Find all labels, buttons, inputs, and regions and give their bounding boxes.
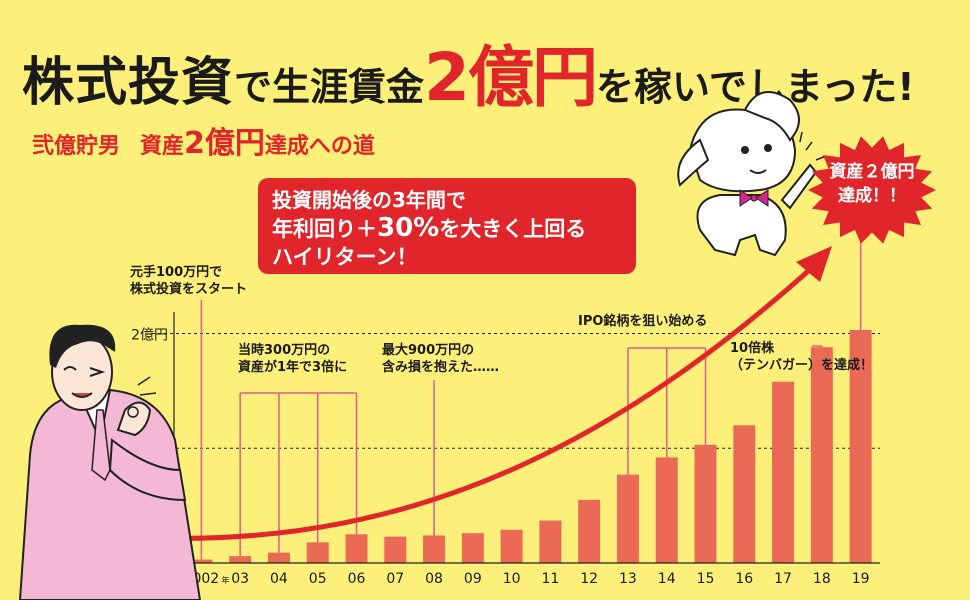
burst-line1: 資産２億円 [829, 162, 915, 182]
note-start-line1: 元手100万円で [130, 265, 223, 280]
note-ipo: IPO銘柄を狙い始める [578, 313, 707, 330]
y-tick-label: 2億円 [131, 327, 168, 343]
x-tick-label: 12 [580, 571, 598, 587]
x-tick-label: 15 [697, 571, 715, 587]
bar [616, 474, 639, 563]
bar [306, 542, 329, 563]
x-tick-suffix: 年 [221, 575, 229, 585]
note-tenbagger-line1: 10倍株 [730, 341, 775, 356]
callout-line2c: を大きく上回る [439, 217, 587, 241]
bar [539, 520, 562, 563]
bar [578, 499, 601, 563]
axis-layer: 01億円2億円2002年0304050607080910111213141516… [131, 312, 880, 587]
x-tick-label: 17 [774, 571, 792, 587]
bar [772, 381, 795, 563]
note-loss-line1: 最大900万円の [382, 343, 475, 358]
annotation-brackets [200, 215, 862, 560]
subtitle-part3: 達成への道 [264, 134, 375, 159]
x-tick-label: 18 [813, 571, 831, 587]
bar [655, 457, 678, 563]
note-triple: 当時300万円の 資産が1年で3倍に [238, 342, 347, 376]
x-tick-label: 05 [309, 571, 327, 587]
bar [849, 330, 872, 563]
bar [810, 347, 833, 563]
x-tick-label: 14 [658, 571, 676, 587]
bar-layer [190, 330, 872, 563]
grid-layer [152, 332, 880, 449]
bar [190, 559, 213, 563]
note-loss: 最大900万円の 含み損を抱えた…… [382, 342, 499, 376]
callout-percent: 30% [377, 213, 440, 243]
bar [345, 534, 368, 563]
bar [694, 444, 717, 563]
subtitle-part1: 資産 [140, 134, 185, 159]
x-tick-label: 10 [503, 571, 521, 587]
bar [733, 425, 756, 563]
subtitle: 弐億貯男 資産2億円達成への道 [32, 118, 375, 162]
x-tick-label: 08 [425, 571, 443, 587]
note-loss-line2: 含み損を抱えた…… [382, 360, 500, 375]
subtitle-name: 弐億貯男 [32, 134, 121, 159]
x-tick-label: 19 [852, 571, 870, 587]
high-return-callout: 投資開始後の3年間で 年利回り＋30%を大きく上回る ハイリターン！ [258, 178, 636, 274]
callout-line3: ハイリターン！ [272, 245, 418, 269]
note-triple-line1: 当時300万円の [238, 343, 331, 358]
investor-illustration [18, 324, 202, 600]
x-tick-label: 09 [464, 571, 482, 587]
x-tick-label: 04 [270, 571, 288, 587]
x-tick-label: 13 [619, 571, 637, 587]
trend-curve [157, 263, 817, 541]
trend-layer [157, 246, 832, 541]
trend-arrowhead [796, 246, 832, 282]
callout-line2: 年利回り＋30%を大きく上回る [272, 214, 622, 243]
note-start: 元手100万円で 株式投資をスタート [130, 264, 247, 298]
note-tenbagger-line2: （テンバガー）を達成！ [730, 358, 874, 373]
bar [500, 529, 523, 563]
bar [384, 536, 407, 563]
x-tick-label: 16 [735, 571, 753, 587]
note-triple-line2: 資産が1年で3倍に [238, 360, 348, 375]
x-tick-label: 07 [386, 571, 404, 587]
callout-line1: 投資開始後の3年間で [272, 188, 466, 212]
achievement-burst [808, 136, 936, 244]
callout-line2a: 年利回り＋ [272, 217, 377, 241]
note-ipo-line1: IPO銘柄を狙い始める [578, 314, 708, 329]
note-start-line2: 株式投資をスタート [130, 282, 248, 297]
headline-part1: 株式投資 [22, 53, 235, 113]
bar [267, 552, 290, 563]
x-tick-label: 06 [348, 571, 366, 587]
headline: 株式投資で生涯賃金2億円を稼いでしまった! [22, 24, 915, 116]
burst-text: 資産２億円 達成！！ [812, 160, 932, 208]
bar [229, 556, 252, 563]
bar [461, 533, 484, 563]
headline-part2: で生涯賃金 [234, 65, 425, 109]
x-tick-label: 03 [231, 571, 249, 587]
note-tenbagger: 10倍株 （テンバガー）を達成！ [730, 340, 873, 374]
headline-part3: 2億円 [424, 39, 598, 116]
burst-line2: 達成！！ [838, 186, 906, 206]
x-tick-label: 11 [541, 571, 559, 587]
subtitle-part2: 2億円 [184, 126, 265, 161]
bar [423, 535, 446, 563]
dog-illustration [677, 91, 827, 257]
